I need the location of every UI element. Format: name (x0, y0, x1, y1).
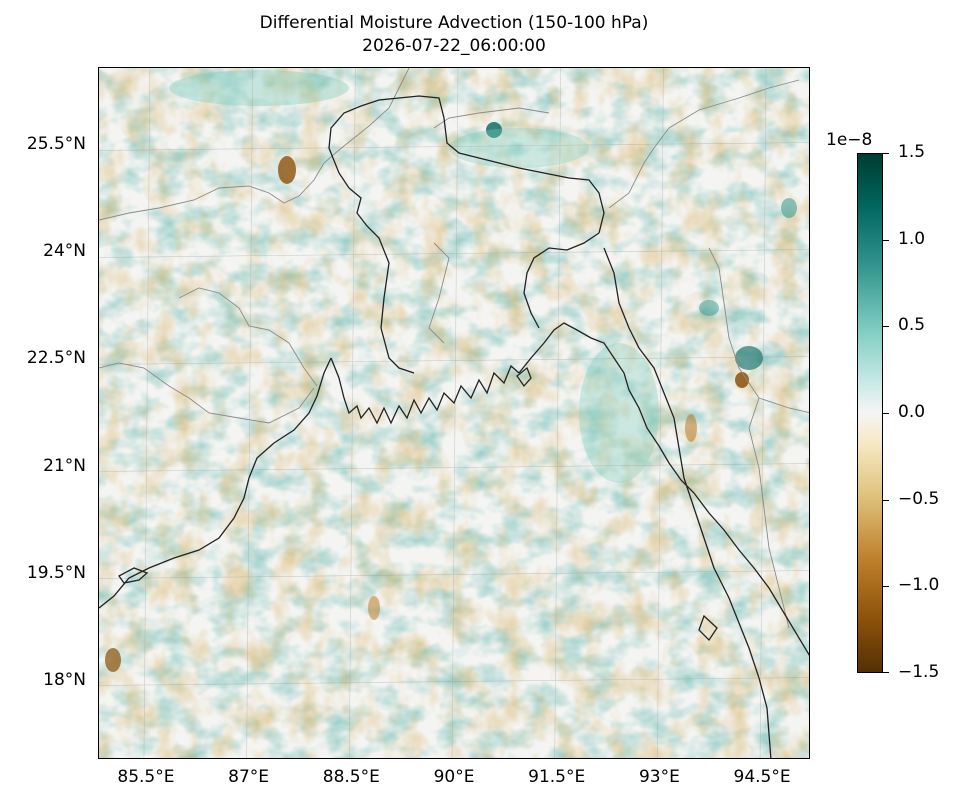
hotspot-negative (105, 648, 121, 672)
lon-tick-label: 85.5°E (117, 767, 175, 787)
country-borders (99, 68, 809, 629)
hotspot-negative (278, 156, 296, 184)
lat-tick-label: 25.5°N (26, 134, 86, 155)
hotspot-positive (781, 198, 797, 218)
coastline-island (516, 366, 532, 388)
border-india-nepal (99, 68, 410, 221)
colorbar-tick-mark (883, 153, 889, 154)
lon-tick-label: 87°E (228, 767, 270, 787)
gridline-lat (99, 463, 809, 472)
hotspot-negative (368, 596, 380, 620)
colorbar-tick-label: −0.5 (898, 488, 940, 509)
border-myanmar (708, 247, 809, 414)
gridline-lon (657, 68, 664, 758)
lon-tick-label: 90°E (433, 767, 475, 787)
colorbar-tick-label: −1.5 (898, 662, 940, 682)
gridline-lon (143, 68, 151, 758)
coastline-myanmar (683, 477, 772, 758)
border-northeast (608, 79, 800, 209)
colorbar (857, 153, 883, 673)
chart-title: Differential Moisture Advection (150-100… (98, 12, 810, 58)
gridline-lat (99, 249, 809, 258)
colorbar-tick-mark (883, 413, 889, 414)
colorbar-tick-mark (883, 326, 889, 328)
hotspot-positive (449, 128, 589, 168)
field-hotspots (105, 70, 797, 672)
lat-tick-label: 19.5°N (26, 562, 86, 583)
gridline-lat (99, 142, 809, 151)
gridlines (99, 68, 809, 758)
coastline-island (118, 567, 149, 584)
colorbar-tick-label: 1.5 (898, 142, 926, 162)
colorbar-tick-label: 1.0 (898, 228, 926, 249)
colorbar-exponent-label: 1e−8 (826, 130, 873, 150)
lon-tick-label: 93°E (638, 767, 680, 787)
border-state-inner (428, 242, 450, 344)
map-canvas (99, 68, 809, 758)
title-line-2: 2026-07-22_06:00:00 (362, 36, 546, 56)
coastline-hill-tracts (603, 247, 685, 479)
gridline-lon (451, 68, 459, 758)
hotspot-positive (579, 343, 659, 483)
lon-tick-label: 88.5°E (322, 767, 380, 787)
coastlines (99, 95, 809, 758)
lat-tick-label: 24°N (43, 241, 86, 262)
border-state-odisha (178, 287, 318, 387)
coastline-east-border (523, 232, 600, 329)
colorbar-tick-label: 0.0 (898, 402, 926, 422)
gridline-lon (349, 68, 356, 758)
coastline-bangladesh (518, 322, 809, 656)
lat-tick-label: 18°N (43, 669, 86, 690)
colorbar-tick-label: −1.0 (898, 575, 940, 596)
gridline-lat (99, 356, 809, 365)
colorbar-tick-mark (883, 239, 889, 241)
lat-tick-label: 22.5°N (26, 348, 86, 369)
gridline-lon (554, 68, 561, 758)
hotspot-positive (486, 122, 502, 138)
gridline-lat (99, 677, 809, 686)
coastline-border-north (328, 95, 605, 234)
hotspot-positive (735, 346, 763, 370)
colorbar-tick-mark (883, 672, 889, 673)
colorbar-tick-mark (883, 499, 889, 501)
hotspot-positive (169, 70, 349, 106)
border-myanmar-south (748, 397, 790, 629)
coastline-island (698, 614, 718, 642)
lon-tick-label: 91.5°E (528, 767, 586, 787)
coastline-bangladesh-inland (348, 187, 415, 374)
colorbar-tick-label: 0.5 (898, 315, 926, 336)
gridline-lon (759, 68, 767, 758)
title-line-1: Differential Moisture Advection (150-100… (259, 13, 649, 33)
lon-tick-label: 94.5°E (733, 767, 791, 787)
hotspot-negative (735, 372, 749, 388)
field-negative-texture (99, 68, 809, 758)
gridline-lat (99, 570, 809, 579)
lat-tick-label: 21°N (43, 455, 86, 476)
hotspot-positive (699, 300, 719, 316)
colorbar-tick-mark (883, 586, 889, 588)
hotspot-negative (685, 414, 697, 442)
border-state-west (99, 362, 315, 424)
map-panel (98, 67, 810, 759)
coastline-sundarbans (330, 357, 520, 425)
gridline-lon (246, 68, 253, 758)
